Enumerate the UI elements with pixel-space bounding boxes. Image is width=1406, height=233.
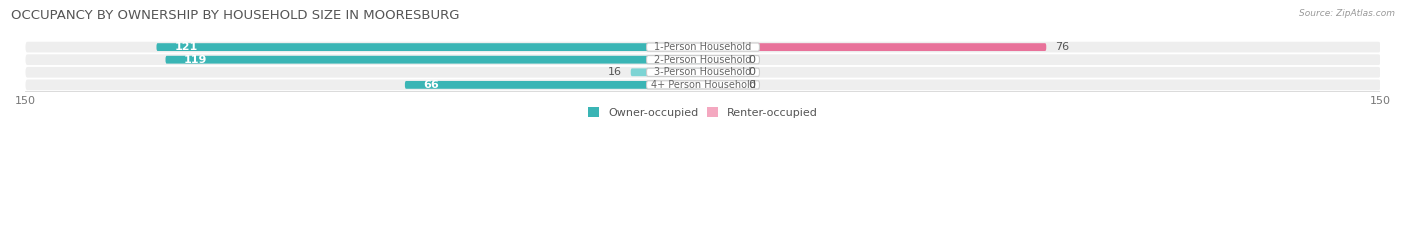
FancyBboxPatch shape: [25, 54, 1381, 65]
Text: 3-Person Household: 3-Person Household: [654, 67, 752, 77]
Text: 66: 66: [423, 80, 439, 90]
FancyBboxPatch shape: [703, 68, 740, 76]
FancyBboxPatch shape: [25, 42, 1381, 52]
FancyBboxPatch shape: [405, 81, 703, 89]
Text: 76: 76: [1056, 42, 1070, 52]
FancyBboxPatch shape: [647, 43, 759, 51]
FancyBboxPatch shape: [156, 43, 703, 51]
FancyBboxPatch shape: [647, 68, 759, 76]
FancyBboxPatch shape: [631, 68, 703, 76]
FancyBboxPatch shape: [703, 43, 1046, 51]
FancyBboxPatch shape: [703, 56, 740, 64]
FancyBboxPatch shape: [647, 81, 759, 89]
Text: 1-Person Household: 1-Person Household: [654, 42, 752, 52]
Text: 119: 119: [184, 55, 207, 65]
Legend: Owner-occupied, Renter-occupied: Owner-occupied, Renter-occupied: [583, 103, 823, 123]
FancyBboxPatch shape: [25, 79, 1381, 90]
Text: 121: 121: [174, 42, 198, 52]
FancyBboxPatch shape: [647, 56, 759, 64]
Text: 2-Person Household: 2-Person Household: [654, 55, 752, 65]
Text: OCCUPANCY BY OWNERSHIP BY HOUSEHOLD SIZE IN MOORESBURG: OCCUPANCY BY OWNERSHIP BY HOUSEHOLD SIZE…: [11, 9, 460, 22]
Text: Source: ZipAtlas.com: Source: ZipAtlas.com: [1299, 9, 1395, 18]
FancyBboxPatch shape: [25, 67, 1381, 78]
Text: 0: 0: [748, 80, 755, 90]
Text: 0: 0: [748, 55, 755, 65]
Text: 16: 16: [607, 67, 621, 77]
FancyBboxPatch shape: [703, 81, 740, 89]
Text: 4+ Person Household: 4+ Person Household: [651, 80, 755, 90]
FancyBboxPatch shape: [166, 56, 703, 64]
Text: 0: 0: [748, 67, 755, 77]
